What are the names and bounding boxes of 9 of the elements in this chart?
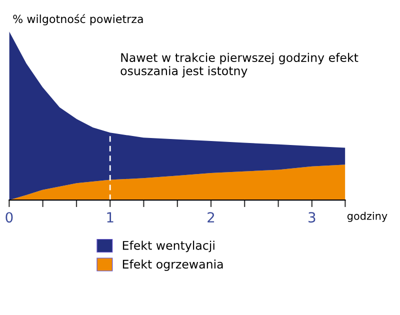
annotation: Nawet w trakcie pierwszej godziny efekt osuszania jest istotny [120,52,358,78]
x-axis-title: godziny [347,212,388,222]
x-tick-label: 3 [308,212,316,223]
x-tick-label: 1 [107,212,114,222]
y-axis-title: % wilgotność powietrza [13,14,143,26]
legend-label: Efekt wentylacji [122,240,214,252]
x-tick-label: 2 [208,212,214,222]
legend-label: Efekt ogrzewania [122,259,223,271]
x-tick-label: 0 [6,212,13,223]
